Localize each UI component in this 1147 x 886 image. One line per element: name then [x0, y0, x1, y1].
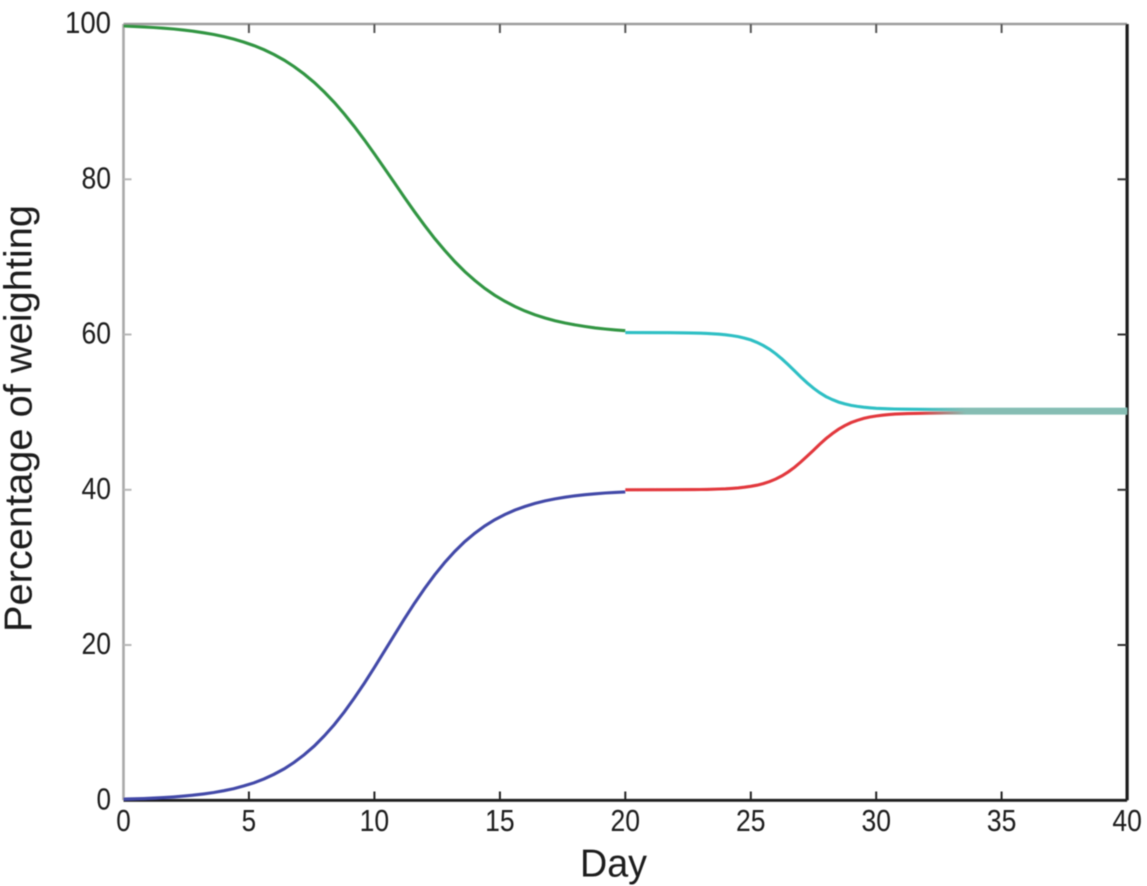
svg-text:60: 60	[82, 316, 112, 351]
svg-text:20: 20	[611, 803, 641, 838]
svg-text:80: 80	[82, 160, 112, 195]
svg-text:35: 35	[987, 803, 1017, 838]
svg-text:0: 0	[116, 803, 131, 838]
svg-text:Percentage of weighting: Percentage of weighting	[0, 205, 41, 632]
svg-text:30: 30	[861, 803, 891, 838]
svg-text:40: 40	[1112, 803, 1142, 838]
svg-text:0: 0	[97, 781, 112, 816]
svg-text:Day: Day	[580, 843, 648, 886]
svg-text:20: 20	[82, 626, 112, 661]
svg-text:15: 15	[485, 803, 515, 838]
svg-text:5: 5	[242, 803, 257, 838]
svg-text:40: 40	[82, 471, 112, 506]
svg-text:100: 100	[65, 5, 111, 40]
svg-text:25: 25	[736, 803, 766, 838]
svg-text:10: 10	[360, 803, 390, 838]
